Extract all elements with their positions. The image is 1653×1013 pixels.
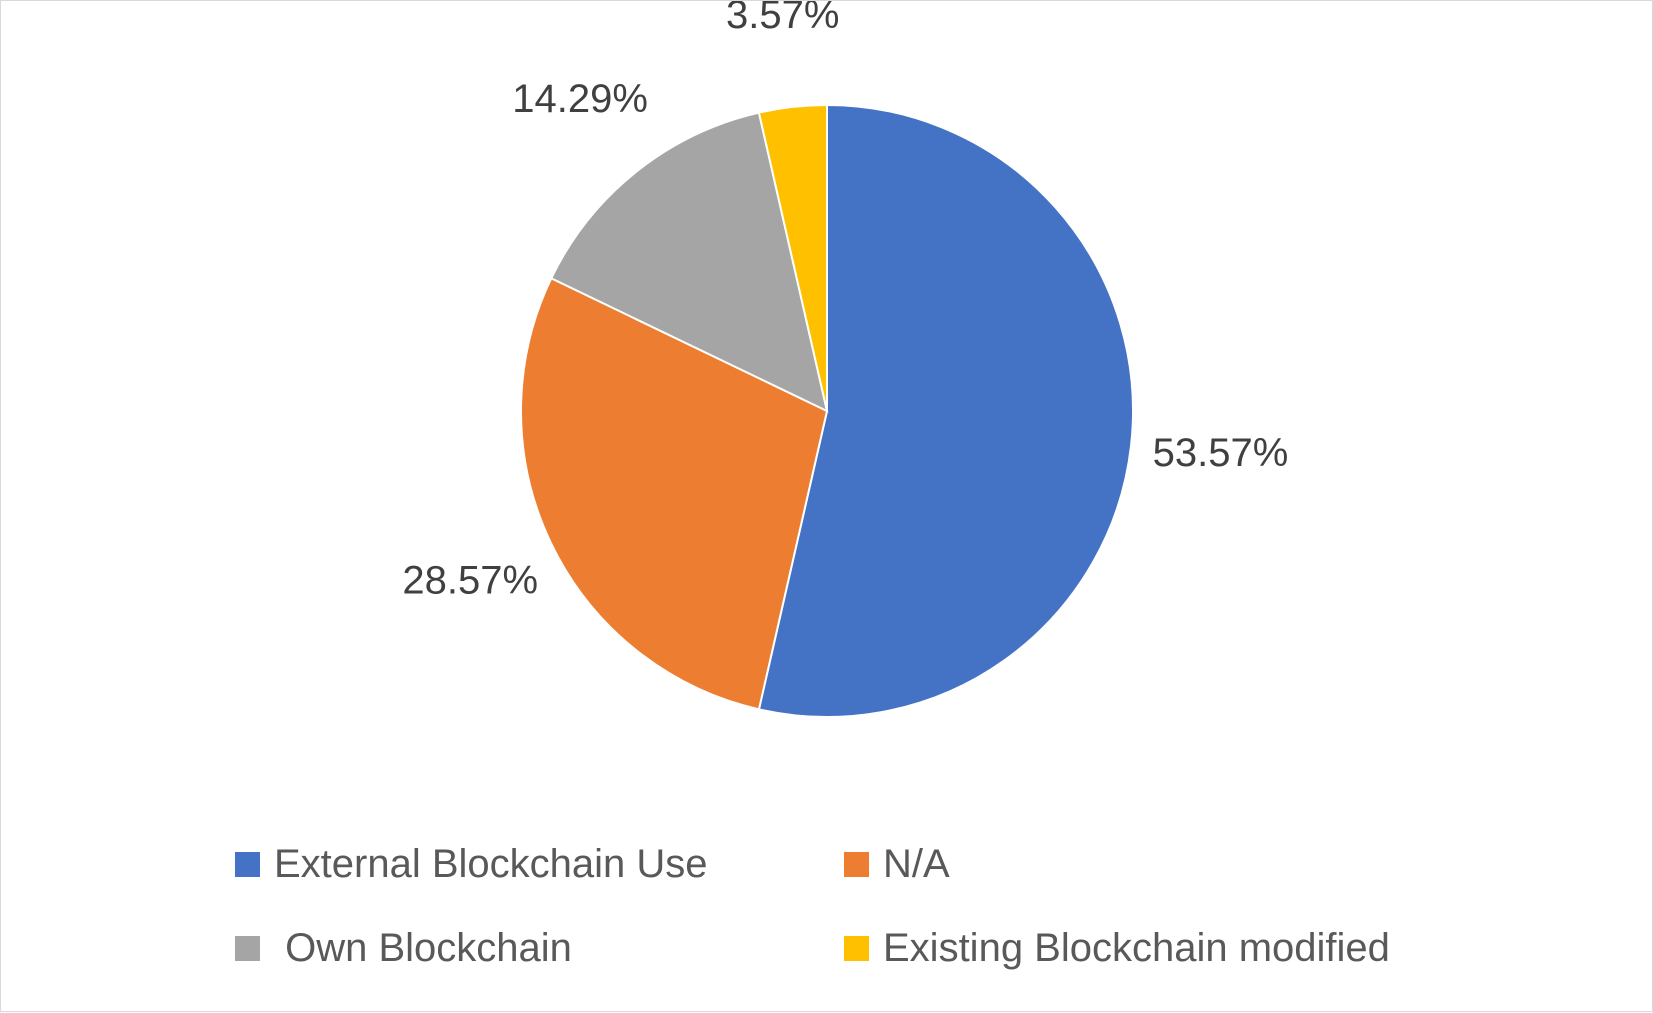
legend-item-existing-blockchain-modified[interactable]: Existing Blockchain modified <box>844 923 1390 973</box>
data-label-own-blockchain: 14.29% <box>512 77 648 121</box>
data-label-existing-blockchain-modified: 3.57% <box>726 1 839 37</box>
legend-label-own-blockchain: Own Blockchain <box>274 925 572 970</box>
pie-slices <box>520 103 1134 718</box>
legend-label-existing-blockchain-modified: Existing Blockchain modified <box>883 925 1390 970</box>
legend-swatch-external-blockchain-use <box>235 851 260 877</box>
legend-label-na: N/A <box>883 841 950 886</box>
legend-swatch-own-blockchain <box>235 935 260 961</box>
legend-item-na[interactable]: N/A <box>844 839 950 889</box>
pie-slice-own-blockchain[interactable] <box>549 111 829 413</box>
legend-swatch-existing-blockchain-modified <box>844 935 869 961</box>
legend: External Blockchain Use N/A Own Blockcha… <box>235 839 1495 989</box>
pie-data-labels: 53.57% 28.57% 14.29% 3.57% <box>402 1 1288 602</box>
pie-slice-n-a[interactable] <box>520 276 829 711</box>
legend-item-external-blockchain-use[interactable]: External Blockchain Use <box>235 839 708 889</box>
legend-label-external-blockchain-use: External Blockchain Use <box>274 841 708 886</box>
pie-slice-existing-blockchain-modified[interactable] <box>757 103 828 412</box>
legend-item-own-blockchain[interactable]: Own Blockchain <box>235 923 572 973</box>
data-label-n-a: 28.57% <box>402 558 538 602</box>
legend-swatch-na <box>844 851 869 877</box>
pie-slice-external-blockchain-use[interactable] <box>757 103 1134 718</box>
data-label-external-blockchain-use: 53.57% <box>1153 431 1289 475</box>
